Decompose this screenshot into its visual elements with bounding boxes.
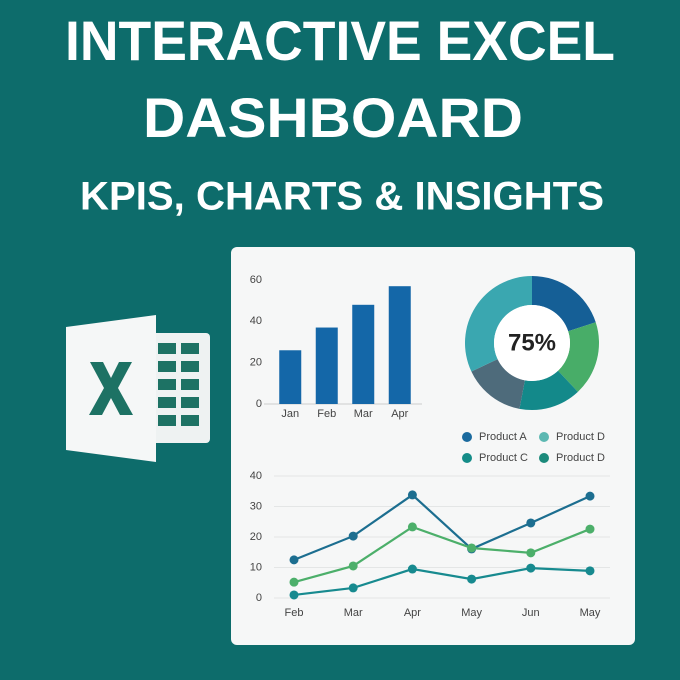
x-tick-label: Apr bbox=[391, 408, 408, 420]
point bbox=[526, 563, 536, 573]
y-tick-label: 20 bbox=[250, 357, 262, 369]
legend-swatch bbox=[462, 432, 472, 442]
donut-slice bbox=[558, 322, 599, 392]
center-label: 75% bbox=[508, 329, 556, 356]
bar bbox=[279, 350, 302, 404]
x-tick-label: Mar bbox=[344, 607, 363, 619]
point bbox=[526, 548, 536, 558]
y-tick-label: 0 bbox=[256, 592, 262, 604]
point bbox=[289, 577, 299, 587]
legend-swatch bbox=[539, 453, 549, 463]
donut-slice bbox=[519, 370, 578, 410]
point bbox=[407, 490, 417, 500]
x-tick-label: May bbox=[580, 607, 601, 619]
bar bbox=[388, 286, 411, 404]
subtitle: KPIS, CHARTS & INSIGHTS bbox=[80, 175, 604, 219]
y-tick-label: 40 bbox=[250, 315, 262, 327]
x-tick-label: Jan bbox=[281, 408, 299, 420]
y-tick-label: 40 bbox=[250, 470, 262, 482]
point bbox=[348, 561, 358, 571]
line bbox=[293, 525, 591, 584]
x-tick-label: May bbox=[461, 607, 482, 619]
donut-slice bbox=[465, 276, 532, 372]
point bbox=[407, 564, 417, 574]
point bbox=[348, 531, 358, 541]
x-tick-label: Feb bbox=[317, 408, 336, 420]
x-tick-label: Mar bbox=[354, 408, 373, 420]
y-tick-label: 30 bbox=[250, 500, 262, 512]
line bbox=[293, 493, 591, 561]
legend-label: Product A bbox=[479, 431, 527, 443]
y-tick-label: 20 bbox=[250, 531, 262, 543]
point bbox=[526, 518, 536, 528]
point bbox=[585, 524, 595, 534]
y-tick-label: 10 bbox=[250, 561, 262, 573]
point bbox=[289, 555, 299, 565]
point bbox=[348, 583, 358, 593]
point bbox=[289, 590, 299, 600]
legend-label: Product D bbox=[556, 452, 605, 464]
point bbox=[585, 491, 595, 501]
donut-slice bbox=[471, 359, 525, 409]
bar bbox=[352, 304, 375, 404]
y-tick-label: 60 bbox=[250, 274, 262, 286]
x-tick-label: Apr bbox=[404, 607, 421, 619]
point bbox=[467, 543, 477, 553]
line bbox=[293, 567, 591, 597]
legend-label: Product C bbox=[479, 452, 528, 464]
title: DASHBOARD bbox=[143, 86, 523, 149]
y-tick-label: 0 bbox=[256, 398, 262, 410]
point bbox=[467, 574, 477, 584]
x-tick-label: Feb bbox=[285, 607, 304, 619]
legend-swatch bbox=[539, 432, 549, 442]
point bbox=[407, 522, 417, 532]
x-tick-label: Jun bbox=[522, 607, 540, 619]
point bbox=[585, 566, 595, 576]
title: INTERACTIVE EXCEL bbox=[65, 9, 615, 72]
donut-hole bbox=[494, 305, 570, 381]
legend-label: Product D bbox=[556, 431, 605, 443]
donut-slice bbox=[532, 276, 596, 332]
excel-icon bbox=[66, 315, 210, 462]
bar bbox=[315, 327, 338, 404]
legend-swatch bbox=[462, 453, 472, 463]
